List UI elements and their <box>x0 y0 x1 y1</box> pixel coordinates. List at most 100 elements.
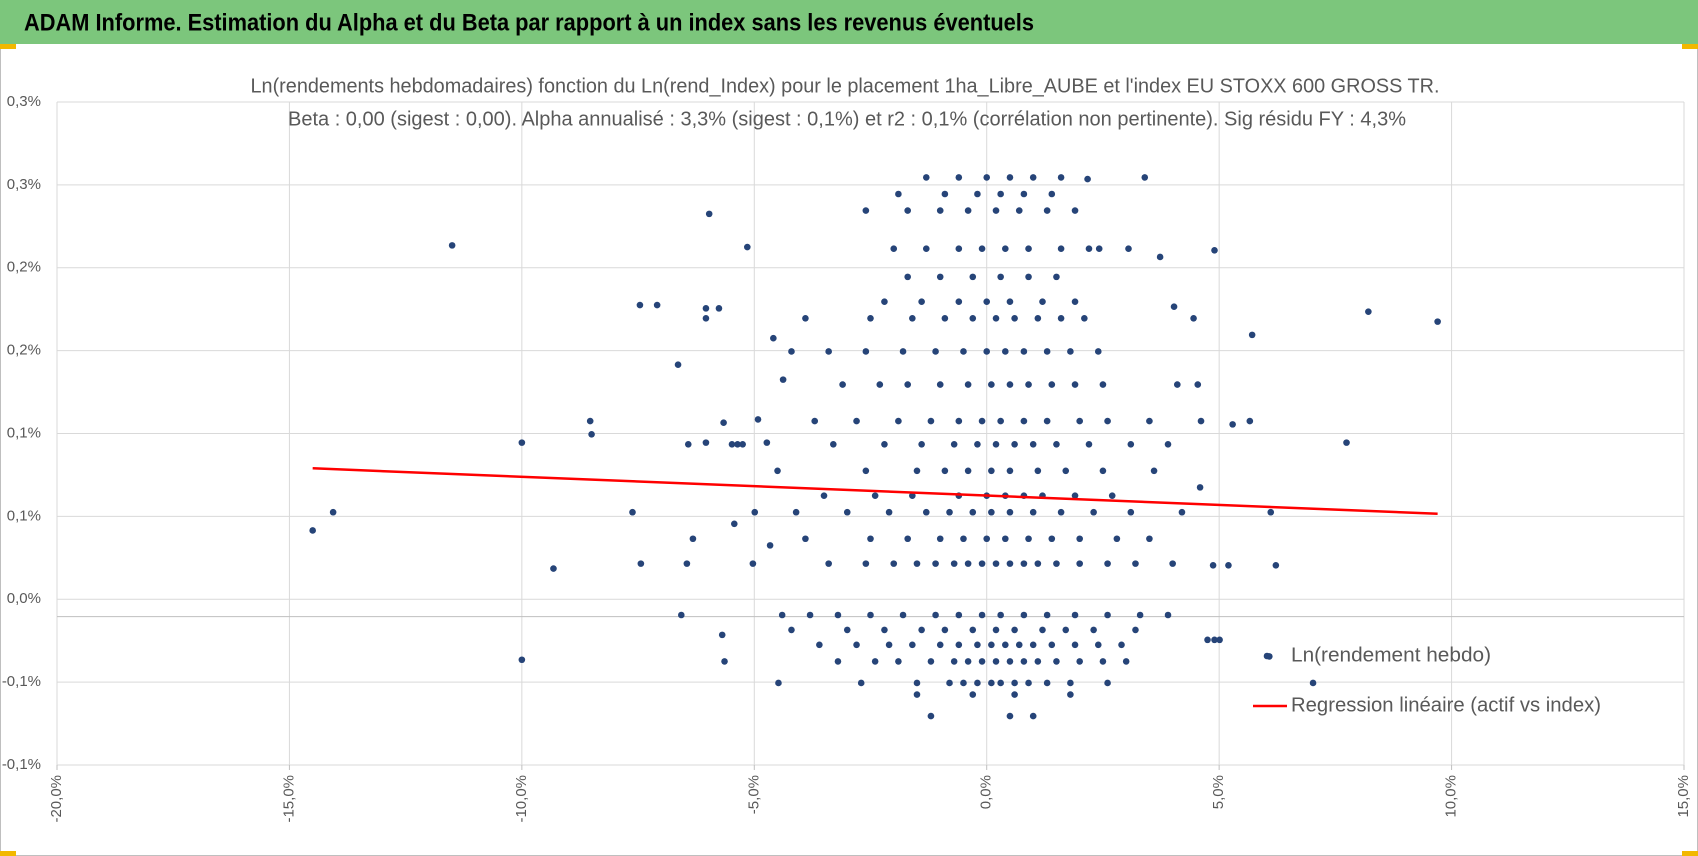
scatter-point <box>702 315 710 322</box>
scatter-point <box>960 348 967 355</box>
scatter-point <box>927 658 935 665</box>
scatter-point <box>867 611 874 619</box>
x-tick-label: 5,0% <box>1210 775 1227 809</box>
scatter-point <box>1146 535 1153 543</box>
corner-mark <box>0 851 16 856</box>
scatter-point <box>955 417 963 425</box>
scatter-point <box>955 298 963 306</box>
scatter-point <box>1178 508 1186 516</box>
scatter-point <box>853 417 860 425</box>
scatter-point <box>518 439 526 446</box>
scatter-point <box>964 560 972 567</box>
scatter-point <box>802 535 809 543</box>
scatter-point <box>853 641 860 649</box>
header-title: ADAM Informe. Estimation du Alpha et du … <box>24 9 1034 36</box>
scatter-point <box>1099 381 1107 388</box>
scatter-point <box>932 560 939 567</box>
scatter-point <box>586 417 594 425</box>
scatter-point <box>1225 561 1232 569</box>
scatter-point <box>988 641 995 649</box>
scatter-point <box>1136 611 1144 619</box>
scatter-point <box>1020 190 1028 198</box>
scatter-point <box>1020 658 1028 665</box>
scatter-point <box>1164 611 1172 619</box>
scatter-point <box>1057 174 1065 181</box>
scatter-point <box>862 467 870 475</box>
scatter-point <box>1229 421 1236 428</box>
scatter-point <box>1272 561 1280 569</box>
scatter-point <box>763 439 771 446</box>
scatter-point <box>918 298 925 306</box>
x-tick-label: -5,0% <box>745 775 762 814</box>
scatter-point <box>1090 508 1097 516</box>
scatter-point <box>932 611 939 619</box>
scatter-point <box>718 631 726 639</box>
y-tick-label: 0,1% <box>7 507 41 524</box>
scatter-point <box>992 560 1000 567</box>
scatter-point <box>978 611 986 619</box>
scatter-point <box>885 508 893 516</box>
scatter-point <box>779 376 787 383</box>
scatter-point <box>1006 381 1014 388</box>
scatter-point <box>1043 207 1051 214</box>
scatter-point <box>739 440 746 448</box>
scatter-point <box>997 611 1004 619</box>
scatter-point <box>1132 560 1139 567</box>
scatter-point <box>629 508 636 516</box>
scatter-point <box>1020 611 1028 619</box>
scatter-point <box>721 658 728 665</box>
scatter-point <box>992 315 1000 322</box>
scatter-point <box>1084 175 1091 183</box>
scatter-point <box>1118 641 1125 649</box>
scatter-point <box>936 381 944 388</box>
scatter-point <box>988 467 995 475</box>
corner-mark <box>1682 44 1698 49</box>
scatter-point <box>788 626 795 634</box>
scatter-point <box>988 508 995 516</box>
scatter-point <box>913 560 921 567</box>
scatter-point <box>964 658 972 665</box>
scatter-point <box>1125 245 1132 252</box>
legend-label: Regression linéaire (actif vs index) <box>1291 694 1601 716</box>
scatter-point <box>448 242 456 249</box>
scatter-point <box>754 416 762 423</box>
scatter-point <box>1053 658 1060 665</box>
scatter-point <box>913 679 921 687</box>
scatter-point <box>1067 691 1074 698</box>
scatter-point <box>1156 253 1164 261</box>
scatter-point <box>1170 303 1178 311</box>
scatter-point <box>1006 658 1014 665</box>
scatter-point <box>1029 641 1037 649</box>
scatter-point <box>918 440 925 448</box>
scatter-point <box>775 679 782 687</box>
scatter-point <box>913 691 921 698</box>
scatter-point <box>1164 440 1172 448</box>
scatter-point <box>1085 440 1093 448</box>
scatter-point <box>1053 440 1060 448</box>
scatter-point <box>1048 535 1056 543</box>
scatter-point <box>843 508 851 516</box>
scatter-point <box>839 381 846 388</box>
scatter-point <box>683 560 691 567</box>
scatter-point <box>867 535 874 543</box>
scatter-point <box>1076 560 1083 567</box>
scatter-point <box>974 641 981 649</box>
scatter-point <box>969 315 977 322</box>
scatter-point <box>1002 641 1009 649</box>
scatter-point <box>922 245 930 252</box>
scatter-point <box>997 417 1004 425</box>
scatter-point <box>997 679 1004 687</box>
scatter-point <box>895 658 902 665</box>
scatter-point <box>702 439 710 446</box>
scatter-point <box>946 679 953 687</box>
scatter-point <box>834 611 842 619</box>
scatter-point <box>806 611 814 619</box>
scatter-point <box>1127 508 1135 516</box>
scatter-point <box>983 348 991 355</box>
scatter-point <box>1104 679 1111 687</box>
scatter-point <box>802 315 809 322</box>
scatter-point <box>1011 626 1018 634</box>
scatter-point <box>1067 348 1074 355</box>
scatter-point <box>636 301 644 309</box>
corner-mark <box>0 44 16 49</box>
